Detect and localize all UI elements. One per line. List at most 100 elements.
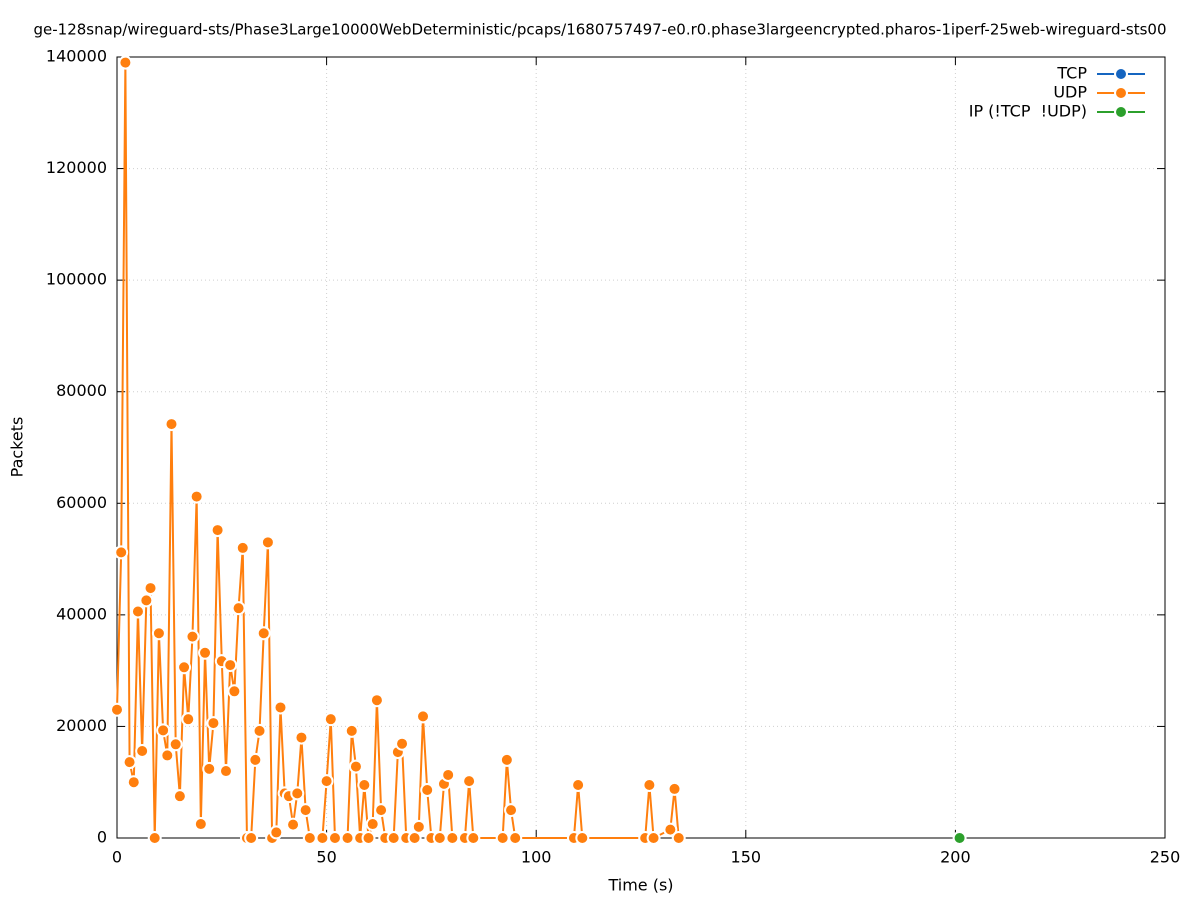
data-point (181, 712, 196, 727)
data-point (374, 803, 389, 818)
data-point (357, 778, 372, 793)
y-tick-label: 20000 (56, 716, 107, 735)
data-point (294, 730, 309, 745)
data-point (198, 645, 213, 660)
legend-label: TCP (1056, 64, 1087, 83)
data-point (244, 831, 259, 845)
data-point (110, 702, 124, 717)
data-point (327, 831, 342, 845)
data-point (952, 831, 967, 845)
y-tick-label: 100000 (46, 270, 107, 289)
data-point (231, 601, 246, 616)
data-point (177, 660, 192, 675)
y-axis-label: Packets (8, 417, 27, 478)
data-point (462, 774, 477, 789)
x-tick-label: 50 (316, 848, 336, 867)
data-point (365, 817, 380, 832)
data-point (256, 626, 271, 641)
x-tick-label: 200 (940, 848, 971, 867)
x-tick-label: 0 (112, 848, 122, 867)
data-point (499, 752, 514, 767)
data-point (273, 700, 288, 715)
data-point (185, 629, 200, 644)
data-point (667, 781, 682, 796)
data-point (298, 803, 313, 818)
data-point (361, 831, 376, 845)
data-point (206, 716, 221, 731)
data-point (315, 831, 330, 845)
data-point (323, 712, 338, 727)
data-point (642, 778, 657, 793)
data-point (445, 831, 460, 845)
data-point (223, 658, 238, 673)
data-point (252, 723, 267, 738)
data-point (168, 737, 183, 752)
data-point (143, 581, 158, 596)
data-point (122, 755, 137, 770)
data-point (227, 684, 242, 699)
data-point (369, 693, 384, 708)
y-tick-label: 120000 (46, 158, 107, 177)
data-point (147, 831, 162, 845)
data-point (344, 723, 359, 738)
chart-title: ge-128snap/wireguard-sts/Phase3Large1000… (34, 21, 1167, 39)
data-point (508, 831, 523, 845)
data-point (495, 831, 510, 845)
data-point (193, 817, 208, 832)
legend-marker (1114, 86, 1128, 100)
data-point (126, 775, 141, 790)
data-point (441, 767, 456, 782)
data-point (411, 819, 426, 834)
data-point (286, 817, 301, 832)
data-point (235, 540, 250, 555)
y-tick-label: 40000 (56, 604, 107, 623)
y-tick-label: 140000 (46, 47, 107, 66)
data-point (189, 489, 204, 504)
data-point (671, 831, 686, 845)
data-point (386, 831, 401, 845)
data-point (172, 789, 187, 804)
y-tick-label: 60000 (56, 493, 107, 512)
y-tick-label: 80000 (56, 381, 107, 400)
data-point (575, 831, 590, 845)
x-tick-label: 100 (521, 848, 552, 867)
x-tick-label: 150 (731, 848, 762, 867)
data-point (466, 831, 481, 845)
data-point (504, 803, 519, 818)
plot-frame (116, 56, 1166, 839)
legend-marker (1114, 105, 1128, 119)
x-tick-label: 250 (1150, 848, 1181, 867)
data-point (248, 752, 263, 767)
data-point (420, 783, 435, 798)
data-point (135, 743, 150, 758)
data-point (118, 55, 133, 70)
series-line (116, 62, 680, 841)
data-point (164, 417, 179, 432)
data-point (319, 774, 334, 789)
data-point (348, 759, 363, 774)
y-tick-label: 0 (97, 828, 107, 847)
data-point (156, 723, 171, 738)
data-point (139, 593, 154, 608)
data-point (202, 761, 217, 776)
data-point (646, 831, 661, 845)
data-point (416, 709, 431, 724)
data-point (290, 786, 305, 801)
data-point (260, 535, 275, 550)
data-point (114, 545, 129, 560)
legend-marker (1114, 67, 1128, 81)
legend-label: IP (!TCP !UDP) (969, 102, 1087, 121)
data-point (663, 822, 678, 837)
data-point (210, 523, 225, 538)
legend-label: UDP (1053, 83, 1087, 102)
data-point (269, 825, 284, 840)
data-point (571, 778, 586, 793)
data-point (432, 831, 447, 845)
data-point (151, 626, 166, 641)
x-axis-label: Time (s) (607, 876, 673, 895)
data-point (130, 604, 145, 619)
data-point (302, 831, 317, 845)
data-point (218, 764, 233, 779)
data-point (340, 831, 355, 845)
